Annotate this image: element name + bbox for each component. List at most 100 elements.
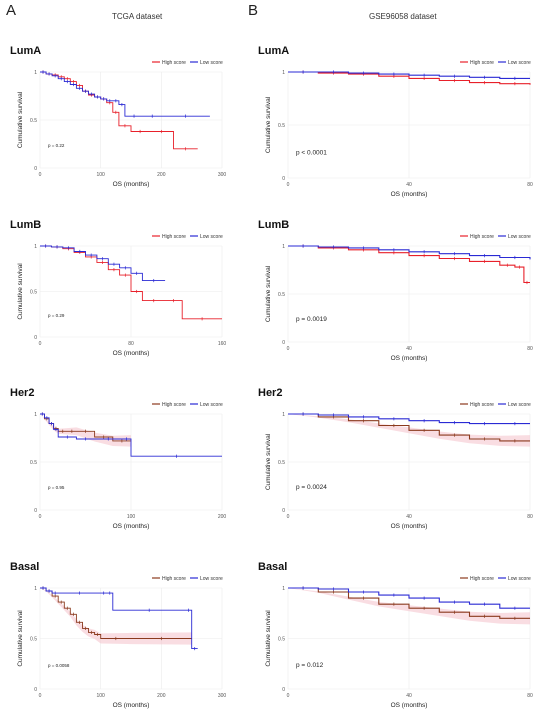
p-value-label: p = 0.0019 [296,316,327,323]
legend-high-label: High score [162,234,186,240]
y-tick-label: 0 [34,166,37,172]
low-score-curve [40,245,166,282]
legend-low-label: Low score [200,402,223,408]
y-tick-label: 0 [282,508,285,514]
y-tick-label: 0.5 [278,292,285,298]
y-tick-label: 0 [282,340,285,346]
x-axis-label: OS (months) [391,355,428,362]
y-tick-label: 1 [34,412,37,418]
x-tick-label: 200 [157,693,166,699]
y-tick-label: 1 [282,244,285,250]
panel-letter-b: B [248,2,259,19]
low-score-curve [40,71,210,117]
y-tick-label: 1 [34,586,37,592]
km-plot-gse-basal: Basal 0 0.5 1 0 40 80 OS (months) Cumulative sur… [258,561,533,709]
legend-low-label: Low score [508,402,531,408]
x-tick-label: 160 [218,341,227,347]
legend-low-label: Low score [200,234,223,240]
dataset-title-tcga: TCGA dataset [112,12,163,21]
chart-title: LumA [10,45,41,57]
legend-high-label: High score [162,576,186,582]
x-axis-label: OS (months) [391,702,428,709]
x-tick-label: 0 [287,693,290,699]
km-plot-tcga-basal: Basal 0 0.5 1 0 100 200 300 OS (months) Cumulativ… [10,561,226,709]
legend-high-label: High score [470,402,494,408]
x-tick-label: 40 [406,182,412,188]
x-axis-label: OS (months) [113,523,150,530]
x-tick-label: 80 [128,341,134,347]
legend-high-label: High score [162,60,186,66]
km-plot-tcga-lumb: LumB 0 0.5 1 0 80 160 OS (months) Cumulative sur… [10,219,227,357]
dataset-title-gse96058: GSE96058 dataset [369,12,437,21]
chart-title: LumA [258,45,289,57]
high-score-ci-band [40,588,192,645]
km-plot-tcga-luma: LumA 0 0.5 1 0 100 200 300 OS (months) Cumulative… [10,45,227,188]
x-axis-label: OS (months) [391,523,428,530]
p-value-label: p = 0.29 [48,313,65,318]
x-tick-label: 300 [218,172,227,178]
chart-title: Basal [258,561,287,573]
p-value-label: p = 0.0024 [296,484,327,491]
legend-high-label: High score [470,234,494,240]
x-tick-label: 0 [287,182,290,188]
y-axis-label: Cumulative survival [265,433,272,490]
x-axis-label: OS (months) [113,350,150,357]
x-axis-label: OS (months) [113,702,150,709]
chart-title: LumB [10,219,41,231]
chart-title: Her2 [258,387,282,399]
high-score-curve [40,71,198,150]
y-tick-label: 0.5 [278,123,285,129]
low-score-curve [288,71,530,79]
x-tick-label: 0 [39,341,42,347]
km-plot-gse-luma: LumA 0 0.5 1 0 40 80 OS (months) Cumulative surv… [258,45,533,198]
x-tick-label: 40 [406,693,412,699]
legend-high-label: High score [470,60,494,66]
y-tick-label: 0.5 [30,290,37,296]
y-tick-label: 0 [34,687,37,693]
panel-letter-a: A [6,2,17,19]
x-axis-label: OS (months) [113,181,150,188]
y-axis-label: Cumulative survival [17,263,24,320]
low-score-curve [288,245,531,260]
y-axis-label: Cumulative survival [17,91,24,148]
legend-low-label: Low score [200,576,223,582]
y-axis-label: Cumulative survival [265,96,272,153]
y-tick-label: 0 [34,335,37,341]
x-tick-label: 0 [287,346,290,352]
y-tick-label: 1 [34,70,37,76]
y-tick-label: 0 [34,508,37,514]
legend-low-label: Low score [200,60,223,66]
y-tick-label: 0.5 [30,460,37,466]
y-tick-label: 0.5 [30,637,37,643]
low-score-curve [288,413,530,425]
km-plot-tcga-her2: Her2 0 0.5 1 0 100 200 OS (months) p = 0.95 High … [10,387,227,530]
y-axis-label: Cumulative survival [265,265,272,322]
x-tick-label: 40 [406,346,412,352]
x-tick-label: 0 [39,172,42,178]
y-tick-label: 0.5 [30,118,37,124]
p-value-label: p = 0.22 [48,143,65,148]
x-tick-label: 0 [39,514,42,520]
x-tick-label: 200 [218,514,227,520]
p-value-label: p = 0.012 [296,662,324,669]
y-tick-label: 0.5 [278,637,285,643]
chart-title: LumB [258,219,289,231]
x-tick-label: 200 [157,172,166,178]
x-axis-label: OS (months) [391,191,428,198]
y-tick-label: 0 [282,687,285,693]
chart-title: Basal [10,561,39,573]
y-tick-label: 1 [282,586,285,592]
y-tick-label: 1 [282,412,285,418]
legend-low-label: Low score [508,234,531,240]
chart-title: Her2 [10,387,34,399]
y-tick-label: 1 [34,244,37,250]
legend-high-label: High score [162,402,186,408]
legend-low-label: Low score [508,576,531,582]
p-value-label: p = 0.95 [48,485,65,490]
x-tick-label: 0 [39,693,42,699]
x-tick-label: 80 [527,182,533,188]
x-tick-label: 0 [287,514,290,520]
x-tick-label: 80 [527,514,533,520]
x-tick-label: 40 [406,514,412,520]
x-tick-label: 100 [127,514,136,520]
